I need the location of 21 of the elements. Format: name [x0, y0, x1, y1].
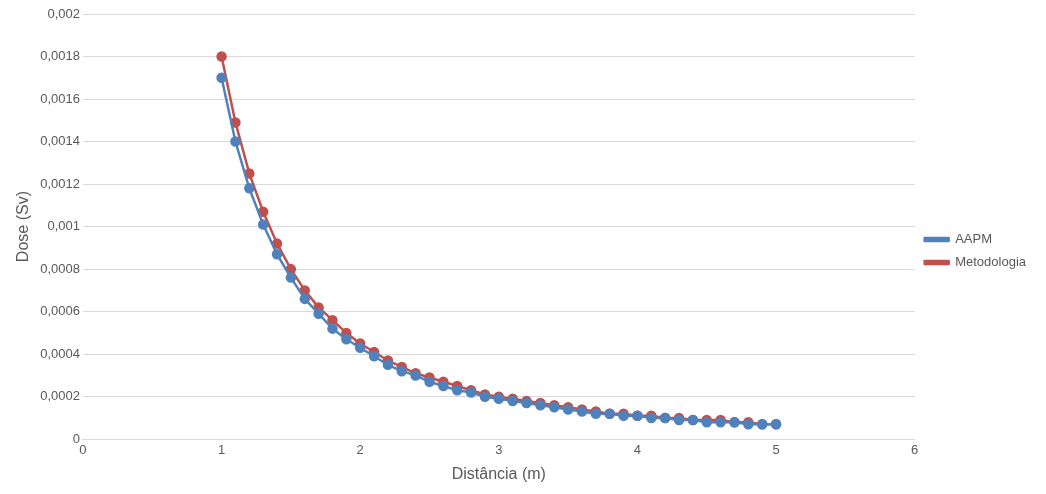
- y-tick-label: 0,001: [47, 218, 80, 234]
- y-tick-label: 0,0018: [40, 48, 80, 64]
- y-tick-label: 0: [72, 430, 80, 446]
- x-axis-title: Distância (m): [451, 464, 546, 482]
- y-tick-label: 0,0012: [40, 175, 80, 191]
- x-tick-label: 4: [633, 441, 642, 457]
- y-tick-label: 0,0006: [40, 303, 80, 319]
- y-tick-label: 0,0016: [40, 90, 80, 106]
- y-tick-label: 0,002: [47, 5, 80, 21]
- legend-label: Metodologia: [955, 254, 1027, 270]
- y-axis-title: Dose (Sv): [14, 191, 32, 263]
- x-tick-label: 2: [356, 441, 364, 457]
- x-tick-label: 3: [495, 441, 503, 457]
- x-tick-label: 5: [772, 441, 780, 457]
- y-tick-label: 0,0002: [40, 388, 80, 404]
- legend-label: AAPM: [955, 231, 993, 247]
- y-tick-label: 0,0004: [40, 345, 80, 361]
- y-tick-label: 0,0008: [40, 260, 80, 276]
- x-tick-label: 1: [217, 441, 226, 457]
- y-tick-label: 0,0014: [40, 133, 80, 149]
- x-tick-label: 6: [911, 441, 919, 457]
